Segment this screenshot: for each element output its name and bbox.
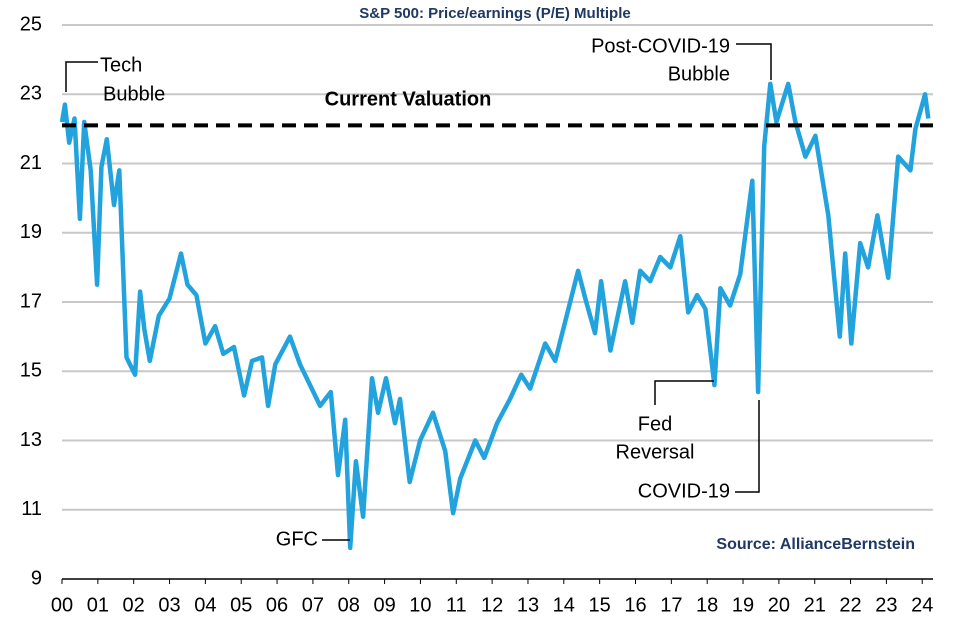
y-tick-label: 25 [20, 13, 42, 35]
x-tick-label: 15 [589, 594, 611, 616]
y-tick-label: 17 [20, 290, 42, 312]
line-series [59, 81, 931, 551]
callout [65, 61, 98, 92]
x-tick-label: 03 [158, 594, 180, 616]
x-tick-label: 17 [660, 594, 682, 616]
x-tick-label: 10 [409, 594, 431, 616]
y-tick-label: 19 [20, 221, 42, 243]
source: Source: AllianceBernstein [716, 536, 915, 553]
annotations: Tech Bubble Post-COVID-19 Bubble Fed Rev… [65, 35, 772, 550]
y-tick-label: 13 [20, 429, 42, 451]
x-tick-label: 12 [481, 594, 503, 616]
x-tick-label: 00 [51, 594, 73, 616]
annotation: Fed [638, 413, 672, 435]
annotation: Reversal [616, 441, 695, 463]
x-tick-label: 16 [624, 594, 646, 616]
callout [736, 43, 772, 80]
x-tick-label: 09 [373, 594, 395, 616]
callout [735, 400, 760, 493]
chart-title: S&P 500: Price/earnings (P/E) Multiple [359, 5, 630, 22]
annotation: Tech [100, 54, 142, 76]
x-tick-label: 23 [875, 594, 897, 616]
x-tick-label: 19 [732, 594, 754, 616]
x-tick-label: 14 [553, 594, 575, 616]
annotation: Bubble [103, 83, 165, 105]
annotation: GFC [276, 528, 318, 550]
x-tick-label: 02 [123, 594, 145, 616]
x-tick-label: 06 [266, 594, 288, 616]
x-tick-label: 18 [696, 594, 718, 616]
x-tick-label: 13 [517, 594, 539, 616]
x-tick-label: 20 [768, 594, 790, 616]
x-tick-label: 21 [804, 594, 826, 616]
annotation: Bubble [668, 63, 730, 85]
x-tick-label: 01 [87, 594, 109, 616]
x-tick-label: 24 [911, 594, 933, 616]
y-tick-label: 9 [31, 567, 42, 589]
y-tick-label: 11 [21, 498, 42, 520]
y-tick-label: 23 [20, 83, 42, 105]
x-tick-label: 07 [302, 594, 324, 616]
x-tick-label: 08 [338, 594, 360, 616]
annotation: Post-COVID-19 [591, 35, 730, 57]
annotation: COVID-19 [638, 480, 730, 502]
x-tick-label: 22 [839, 594, 861, 616]
x-tick-label: 04 [194, 594, 216, 616]
y-tick-label: 21 [20, 152, 42, 174]
reference-label: Current Valuation [325, 88, 492, 110]
y-tick-label: 15 [20, 360, 42, 382]
x-tick-label: 05 [230, 594, 252, 616]
x-tick-label: 11 [446, 594, 467, 616]
callout [654, 380, 714, 405]
